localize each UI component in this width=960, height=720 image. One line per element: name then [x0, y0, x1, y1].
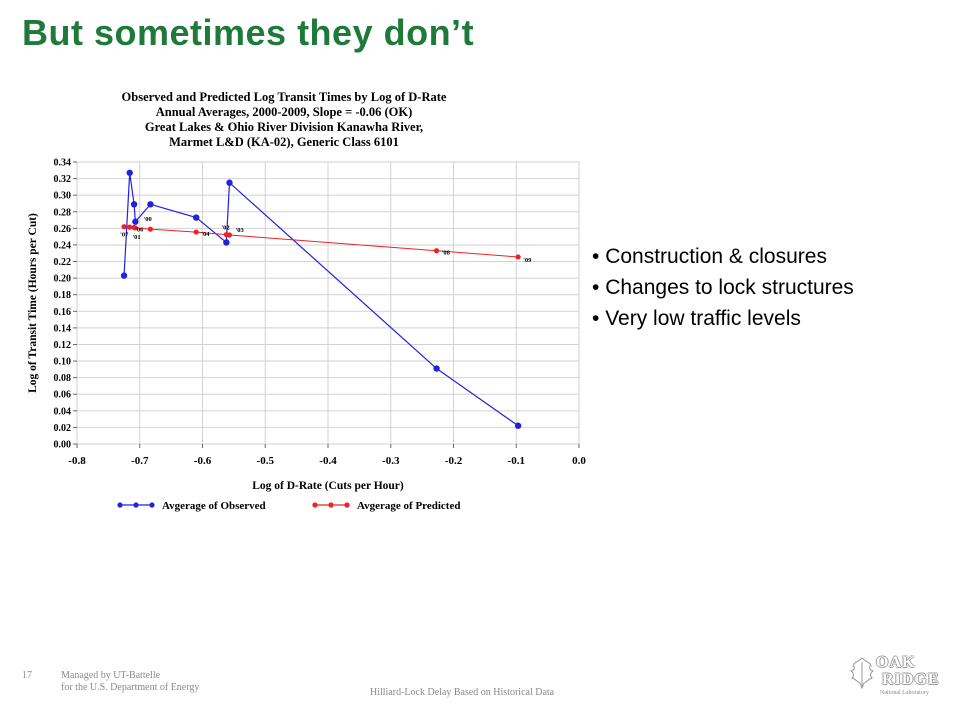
chart-title-line-3: Great Lakes & Ohio River Division Kanawh…	[145, 120, 423, 134]
data-point-observed	[132, 218, 139, 225]
data-point-predicted	[193, 229, 199, 235]
bullet-item: Very low traffic levels	[592, 303, 854, 334]
y-tick-label: 0.26	[54, 224, 72, 235]
data-point-predicted	[515, 254, 521, 260]
data-point-observed	[120, 272, 128, 279]
managed-line-2: for the U.S. Department of Energy	[61, 682, 200, 693]
legend-label-observed: Avgerage of Observed	[162, 500, 266, 512]
legend-marker-observed	[149, 502, 155, 508]
y-tick-label: 0.20	[54, 274, 72, 285]
data-point-observed	[514, 422, 522, 429]
chart-svg: Observed and Predicted Log Transit Times…	[27, 90, 587, 512]
point-year-label: '07	[120, 232, 129, 239]
data-point-observed	[193, 214, 200, 221]
y-tick-label: 0.12	[54, 340, 72, 351]
oak-leaf-icon	[849, 657, 875, 690]
point-year-label: '09	[523, 257, 532, 264]
legend: Avgerage of Observed Avgerage of Predicte…	[117, 500, 460, 512]
y-tick-label: 0.34	[54, 158, 72, 169]
y-tick-label: 0.32	[54, 174, 72, 185]
y-tick-label: 0.04	[54, 406, 72, 417]
data-point-predicted	[121, 224, 127, 230]
chart-title-line-2: Annual Averages, 2000-2009, Slope = -0.0…	[156, 105, 413, 119]
point-year-label: '03	[235, 227, 244, 234]
bullet-list: Construction & closures Changes to lock …	[592, 241, 854, 334]
managed-line-1: Managed by UT-Battelle	[61, 670, 161, 681]
data-point-predicted	[226, 232, 233, 238]
grid-lines	[76, 161, 580, 445]
chart-title: Observed and Predicted Log Transit Times…	[122, 90, 447, 149]
presentation-title: Hilliard-Lock Delay Based on Historical …	[370, 687, 555, 698]
data-point-observed	[126, 169, 133, 176]
x-tick-label: -0.8	[68, 455, 86, 467]
data-point-predicted	[132, 225, 138, 231]
legend-marker-observed	[133, 502, 139, 508]
logo-text-oak: OAK	[876, 654, 916, 671]
ornl-logo: OAK RIDGE National Laboratory	[848, 654, 940, 700]
y-tick-label: 0.22	[54, 257, 72, 268]
data-point-observed	[130, 201, 138, 208]
y-axis-label: Log of Transit Time (Hours per Cut)	[27, 213, 39, 393]
y-tick-label: 0.02	[54, 423, 72, 434]
data-point-observed	[433, 365, 440, 372]
point-year-label: '06	[135, 227, 144, 234]
x-tick-label: -0.7	[131, 455, 149, 467]
y-tick-label: 0.00	[54, 440, 72, 451]
point-labels: '07'01'06 '00 '04 '02 '03 '08 '09	[120, 216, 532, 264]
legend-marker-predicted	[312, 502, 318, 508]
series-layer	[120, 169, 522, 429]
data-point-predicted	[127, 224, 133, 230]
y-tick-label: 0.10	[54, 357, 72, 368]
x-tick-label: 0.0	[572, 455, 586, 467]
slide-title: But sometimes they don’t	[22, 12, 475, 53]
chart-title-line-1: Observed and Predicted Log Transit Times…	[122, 90, 447, 104]
x-tick-label: -0.4	[319, 455, 337, 467]
logo-text-ridge: RIDGE	[882, 671, 940, 688]
chart-title-line-4: Marmet L&D (KA-02), Generic Class 6101	[169, 135, 399, 149]
data-point-observed	[223, 239, 230, 246]
legend-marker-predicted	[344, 502, 350, 508]
y-tick-label: 0.24	[54, 240, 72, 251]
x-tick-label: -0.5	[257, 455, 275, 467]
x-tick-label: -0.6	[194, 455, 212, 467]
y-tick-label: 0.14	[54, 323, 72, 334]
y-tick-label: 0.28	[54, 207, 72, 218]
series-line-observed	[123, 172, 519, 427]
legend-label-predicted: Avgerage of Predicted	[357, 500, 460, 512]
x-tick-label: -0.3	[382, 455, 400, 467]
page-number: 17	[22, 670, 32, 681]
logo-subtitle: National Laboratory	[880, 690, 929, 696]
data-point-observed	[226, 179, 233, 186]
y-tick-label: 0.18	[54, 290, 72, 301]
x-axis-label: Log of D-Rate (Cuts per Hour)	[252, 480, 404, 492]
data-point-observed	[147, 201, 154, 208]
point-year-label: '04	[201, 231, 210, 238]
point-year-label: '08	[442, 250, 451, 257]
y-tick-label: 0.06	[54, 390, 72, 401]
managed-by-text: Managed by UT-Battelle for the U.S. Depa…	[61, 670, 199, 694]
y-tick-label: 0.08	[54, 373, 72, 384]
point-year-label: '01	[132, 234, 140, 241]
x-tick-label: -0.1	[508, 455, 525, 467]
chart: Observed and Predicted Log Transit Times…	[22, 85, 592, 525]
legend-marker-observed	[117, 502, 123, 508]
data-point-predicted	[147, 226, 154, 232]
point-year-label: '02	[221, 225, 229, 232]
legend-marker-predicted	[328, 502, 334, 508]
y-tick-label: 0.16	[54, 307, 72, 318]
bullet-item: Construction & closures	[592, 241, 854, 272]
y-tick-label: 0.30	[54, 191, 72, 202]
axis-ticks: 0.00 0.02 0.04 0.06 0.08 0.10 0.12 0.14 0.16 0.18…	[54, 158, 587, 468]
point-year-label: '00	[143, 216, 151, 223]
bullet-item: Changes to lock structures	[592, 272, 854, 303]
x-tick-label: -0.2	[445, 455, 463, 467]
data-point-predicted	[433, 248, 440, 254]
